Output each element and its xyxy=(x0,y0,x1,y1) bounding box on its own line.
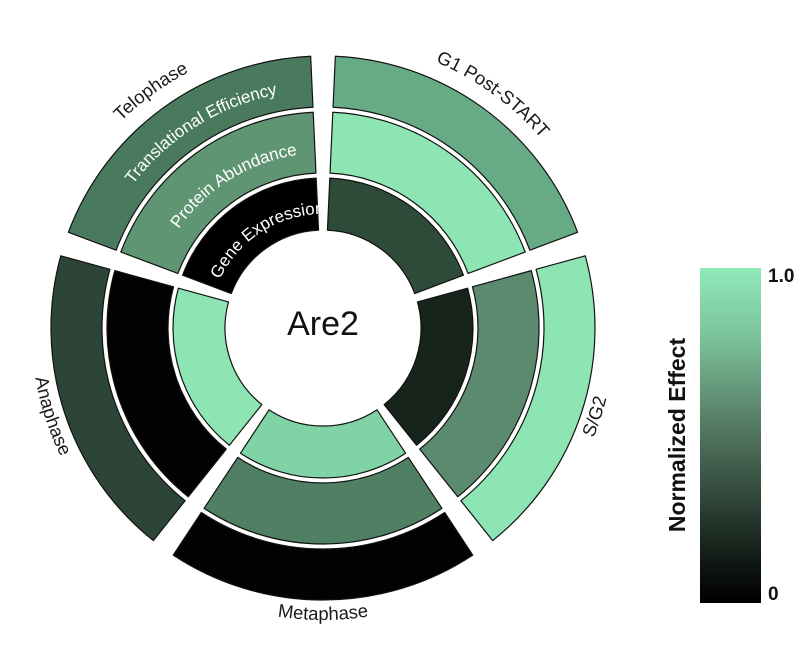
cell-anaphase-protein-abundance xyxy=(106,270,227,498)
sector-label-metaphase: Metaphase xyxy=(277,600,369,624)
cell-s-g2-gene-expression xyxy=(383,287,474,446)
cell-g1-post-start-protein-abundance xyxy=(329,111,526,275)
cell-g1-post-start-gene-expression xyxy=(326,177,465,295)
cell-anaphase-gene-expression xyxy=(172,287,263,446)
cell-s-g2-translational-efficiency xyxy=(460,255,596,542)
colorbar-tick-min: 0 xyxy=(768,584,779,605)
cell-s-g2-protein-abundance xyxy=(419,270,540,498)
cell-metaphase-gene-expression xyxy=(239,409,407,479)
colorbar-gradient xyxy=(700,268,761,603)
cell-telophase-translational-efficiency xyxy=(67,55,314,251)
cell-telophase-protein-abundance xyxy=(120,111,317,275)
cell-g1-post-start-translational-efficiency xyxy=(332,55,579,251)
cell-metaphase-translational-efficiency xyxy=(172,511,474,601)
cell-metaphase-protein-abundance xyxy=(203,456,443,545)
colorbar-axis-label: Normalized Effect xyxy=(664,337,690,533)
cell-telophase-gene-expression xyxy=(181,177,320,295)
colorbar-tick-max: 1.0 xyxy=(768,266,795,287)
cell-anaphase-translational-efficiency xyxy=(50,255,186,542)
